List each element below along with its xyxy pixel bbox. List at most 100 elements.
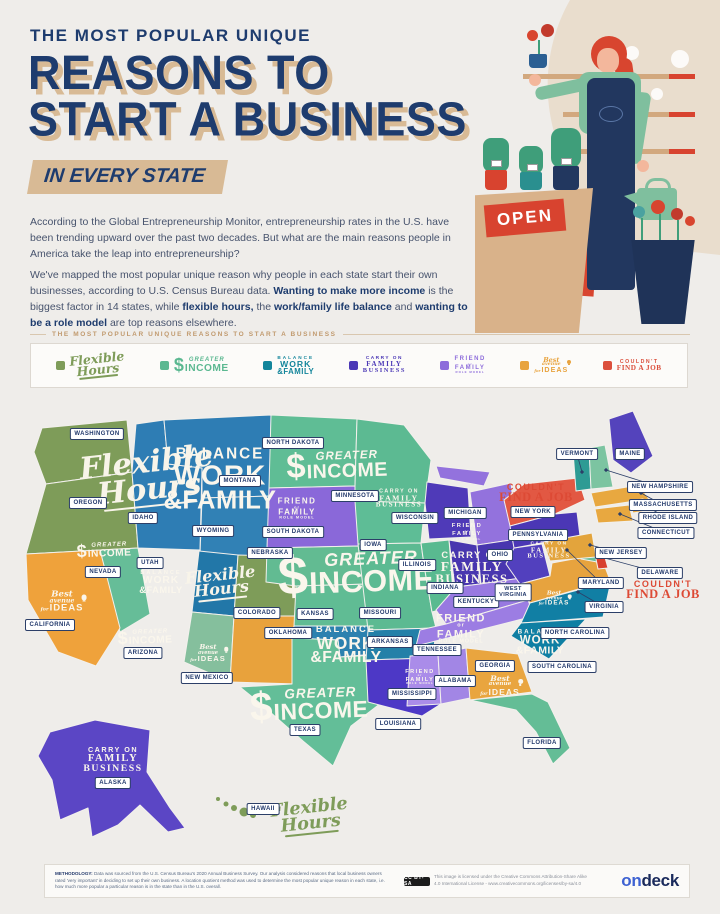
legend-item-job: COULDN'T FIND A JOB: [602, 358, 662, 372]
legend-item-income: $ GREATER INCOME: [159, 354, 229, 375]
state-label-ia: IOWA: [359, 539, 387, 551]
reason-overlay-income-nv: $ GREATER INCOME: [76, 540, 132, 562]
reason-overlay-ideas-ca: Best avenue for IDEAS: [41, 590, 87, 613]
reason-overlay-job-de: COULDN'T FIND A JOB: [626, 578, 700, 601]
state-label-oh: OHIO: [487, 549, 513, 561]
legend-item-balance: BALANCE WORK &FAMILY: [263, 354, 315, 377]
ondeck-logo: ondeck: [621, 871, 679, 890]
state-label-ne: NEBRASKA: [246, 547, 294, 559]
legend-item-flexible: Flexible Hours: [56, 347, 126, 381]
legend-swatch-carryon: [348, 360, 358, 370]
florist-hand: [529, 74, 541, 86]
legend-rule: [342, 334, 690, 335]
state-label-ga: GEORGIA: [474, 660, 516, 672]
us-map: FlexibleHoursBALANCEWORK&FAMILY$GREATERI…: [0, 400, 720, 870]
state-label-me: MAINE: [614, 448, 646, 460]
state-label-fl: FLORIDA: [522, 737, 562, 749]
lightbulb-icon: [224, 647, 229, 653]
state-shape-tx: [239, 637, 382, 767]
state-label-ny: NEW YORK: [510, 506, 556, 518]
state-label-wi: WISCONSIN: [391, 512, 439, 524]
state-label-al: ALABAMA: [433, 675, 477, 687]
state-label-nj: NEW JERSEY: [594, 547, 648, 559]
state-label-ca: CALIFORNIA: [25, 619, 75, 631]
intro-paragraph-1: According to the Global Entrepreneurship…: [30, 215, 451, 261]
flower-stem: [538, 40, 540, 54]
reason-overlay-carryon-pa: CARRY ON FAMILY BUSINESS: [527, 541, 571, 560]
page-title: REASONS TO START A BUSINESS: [28, 48, 467, 142]
legend-label-balance: BALANCE WORK &FAMILY: [277, 354, 315, 377]
state-label-ak: ALASKA: [94, 777, 132, 789]
state-label-ut: UTAH: [136, 557, 164, 569]
state-label-nm: NEW MEXICO: [180, 672, 234, 684]
state-label-in: INDIANA: [426, 582, 464, 594]
reason-overlay-friend-sd: FRIEND or FAMILY ROLE MODEL: [277, 496, 317, 520]
legend-label-income: $ GREATER INCOME: [173, 354, 229, 375]
state-shape-hi-island: [216, 797, 220, 801]
price-tag-icon: [561, 158, 572, 165]
legend-heading: THE MOST POPULAR UNIQUE REASONS TO START…: [30, 331, 690, 338]
legend-swatch-job: [602, 360, 612, 370]
lightbulb-icon: [81, 594, 87, 602]
state-label-nd: NORTH DAKOTA: [261, 437, 325, 449]
state-label-la: LOUISIANA: [375, 718, 421, 730]
florist-hand: [637, 160, 649, 172]
reason-overlay-friend-ms: FRIEND or FAMILY ROLE MODEL: [405, 669, 435, 686]
subtitle-badge: IN EVERY STATE: [27, 160, 228, 194]
state-shape-hi-island: [231, 805, 237, 811]
legend-swatch-friend: [440, 361, 450, 370]
vase-icon: [529, 54, 547, 68]
legend-item-ideas: Best avenue for IDEAS: [520, 356, 571, 374]
price-tag-icon: [491, 160, 502, 167]
methodology-note: METHODOLOGY: Data was sourced from the U…: [55, 870, 385, 890]
state-shape-ct: [594, 504, 634, 524]
flower-icon: [671, 208, 683, 220]
state-label-pa: PENNSYLVANIA: [508, 529, 568, 541]
flower-icon: [651, 200, 665, 214]
white-plant-icon: [671, 50, 689, 68]
lightbulb-icon: [567, 594, 572, 599]
legend-label-flexible: Flexible Hours: [68, 347, 126, 381]
cc-badge-icon: CC BY-SA: [404, 875, 430, 887]
reason-overlay-ideas-nm: Best avenue for IDEAS: [190, 644, 229, 662]
legend-item-friend: FRIEND or FAMILY ROLE MODEL: [440, 356, 486, 375]
state-label-hi: HAWAII: [246, 803, 280, 815]
reason-overlay-friend-mi: FRIEND or FAMILY ROLE MODEL: [451, 522, 483, 541]
state-label-wv: WEST VIRGINIA: [494, 583, 532, 601]
white-plant-icon: [625, 46, 639, 60]
reason-overlay-income-nd-mn: $ GREATER INCOME: [285, 447, 389, 486]
legend-swatch-ideas: [520, 360, 530, 370]
reason-overlay-balance-ok-ar: BALANCE WORK &FAMILY: [310, 623, 382, 667]
license-note: CC BY-SA This image is licensed under th…: [404, 874, 587, 887]
state-label-de: DELAWARE: [636, 567, 684, 579]
reason-overlay-balance-ut: BALANCE WORK &FAMILY: [139, 570, 183, 596]
legend-label-carryon: CARRY ON FAMILY BUSINESS: [362, 355, 406, 375]
state-label-sd: SOUTH DAKOTA: [262, 526, 324, 538]
state-label-id: IDAHO: [127, 512, 159, 524]
florist-apron: [587, 78, 635, 290]
reason-overlay-flexible-hi: Flexible Hours: [269, 792, 349, 838]
reason-overlay-ideas-md-va: Best avenue for IDEAS: [539, 590, 572, 606]
legend-label-friend: FRIEND or FAMILY ROLE MODEL: [454, 356, 486, 375]
state-label-mo: MISSOURI: [359, 607, 401, 619]
legend-label-job: COULDN'T FIND A JOB: [616, 358, 662, 372]
state-label-mt: MONTANA: [218, 475, 262, 487]
state-label-ms: MISSISSIPPI: [387, 688, 437, 700]
state-label-tx: TEXAS: [289, 724, 321, 736]
flower-stem: [677, 220, 679, 244]
state-label-ma: MASSACHUSETTS: [628, 499, 698, 511]
state-label-nv: NEVADA: [84, 566, 122, 578]
state-label-ct: CONNECTICUT: [637, 527, 695, 539]
legend-label-ideas: Best avenue for IDEAS: [534, 356, 571, 374]
reason-overlay-flexible-co: Flexible Hours: [183, 561, 257, 603]
state-label-nc: NORTH CAROLINA: [540, 627, 610, 639]
state-label-sc: SOUTH CAROLINA: [527, 661, 597, 673]
state-shape-mi: [435, 465, 491, 487]
state-label-co: COLORADO: [233, 607, 281, 619]
reason-overlay-ideas-ga: Best avenue for IDEAS: [480, 674, 523, 697]
flower-stem: [659, 214, 661, 244]
flower-icon: [527, 30, 538, 41]
legend-swatch-income: [159, 361, 169, 370]
